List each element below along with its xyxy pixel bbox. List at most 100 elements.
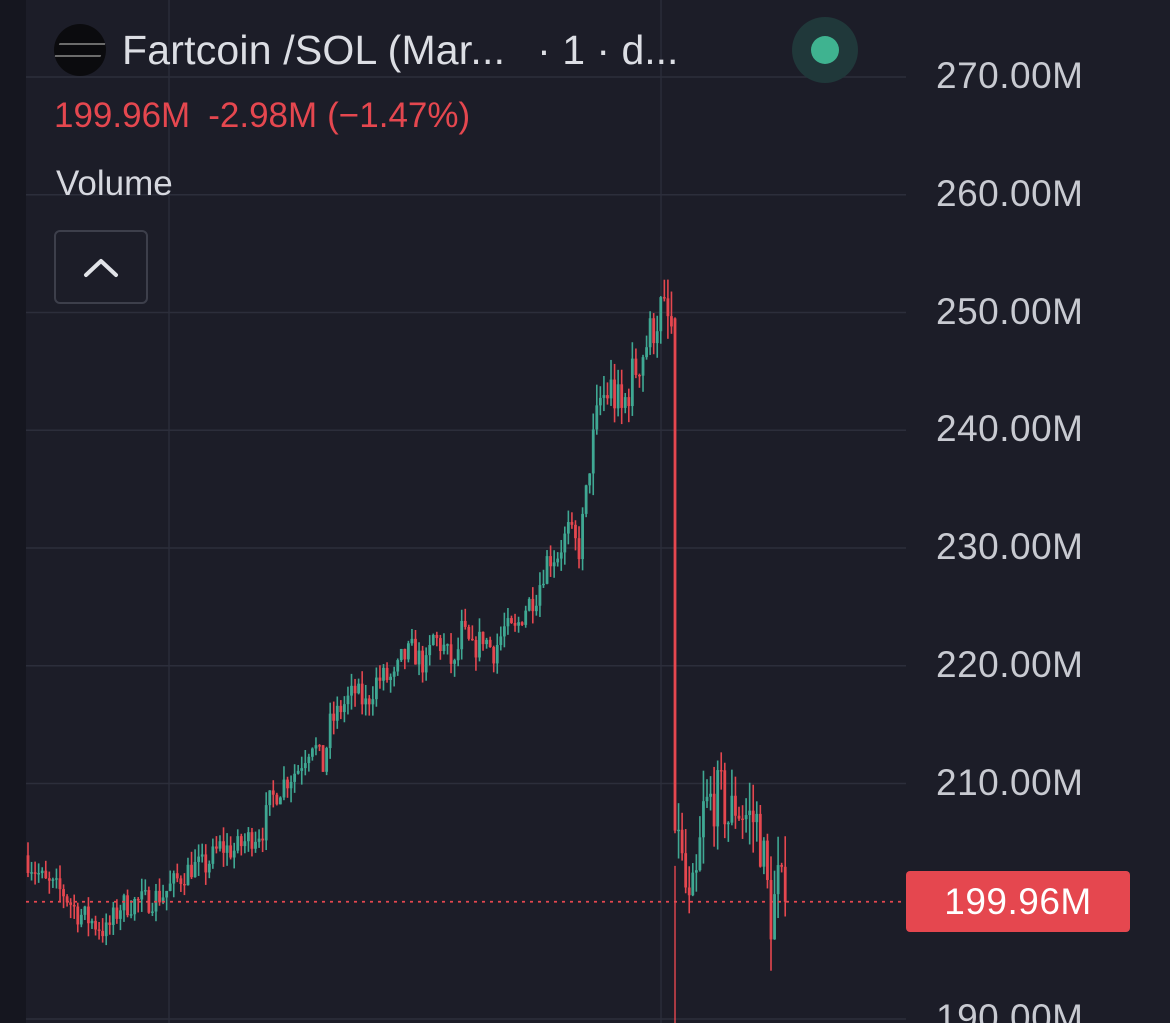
candle (410, 628, 414, 646)
candle (339, 700, 343, 720)
candle (44, 860, 48, 879)
candle-body (634, 358, 638, 375)
candle-body (769, 879, 773, 940)
candle (179, 875, 183, 892)
candle-body (222, 841, 225, 853)
candle-body (499, 636, 503, 645)
candle (268, 790, 272, 816)
candle (37, 863, 41, 883)
candle (588, 473, 592, 494)
pair-title[interactable]: Fartcoin /SOL (Mar... (122, 26, 506, 73)
candle (492, 645, 496, 673)
live-status-dot-icon[interactable] (792, 17, 858, 83)
candle-body (79, 914, 83, 925)
candle-body (442, 644, 446, 652)
candle (670, 291, 673, 334)
candle (702, 770, 705, 864)
candle (389, 673, 393, 693)
candle (350, 673, 353, 710)
candle-body (193, 861, 197, 878)
candle-body (261, 838, 265, 841)
candle-body (648, 318, 652, 348)
candle (94, 915, 97, 936)
candle (69, 898, 73, 919)
collapse-button[interactable] (54, 230, 148, 304)
candle (659, 296, 663, 344)
candle-body (566, 522, 570, 534)
candle (193, 849, 197, 878)
candle (97, 922, 101, 940)
candle (197, 844, 201, 876)
candle (442, 633, 446, 655)
candle (396, 658, 400, 676)
candle-body (350, 685, 353, 696)
candle (556, 552, 560, 567)
candle (65, 894, 69, 907)
candle (229, 836, 233, 860)
y-tick-label: 230.00M (936, 526, 1084, 567)
candle (243, 833, 247, 854)
candle-body (44, 870, 48, 879)
candle (726, 821, 730, 842)
candle (566, 510, 570, 545)
interval-label[interactable]: · 1 · d... (537, 26, 679, 73)
candle (165, 890, 169, 911)
candle (766, 833, 769, 889)
candle-body (40, 870, 44, 874)
candle-body (495, 644, 499, 664)
candle-body (737, 815, 741, 819)
candle-body (673, 318, 677, 831)
candle-body (90, 920, 94, 924)
candle (776, 836, 780, 919)
candle-body (371, 699, 375, 705)
candle-body (645, 347, 648, 358)
candle-body (602, 395, 606, 398)
candle-body (247, 832, 250, 842)
candle (399, 648, 403, 662)
candle (335, 696, 339, 729)
candle (446, 643, 449, 655)
candle (30, 861, 33, 881)
candle (662, 279, 666, 302)
candle-body (694, 870, 698, 873)
candle (499, 626, 503, 651)
candle-body (470, 638, 474, 641)
fartcoin-logo-icon (54, 24, 106, 76)
candle-body (204, 854, 208, 873)
candle-body (101, 930, 105, 937)
candle (286, 776, 289, 798)
candle (620, 369, 624, 425)
candle-body (531, 598, 535, 612)
candle-body (165, 890, 169, 898)
candle-body (108, 922, 112, 925)
candle (136, 897, 140, 913)
candle-body (453, 660, 456, 664)
candle (734, 776, 737, 829)
candle-body (332, 713, 336, 721)
candle-body (598, 397, 602, 406)
candle (609, 359, 613, 406)
candle-body (218, 841, 222, 849)
candle (275, 792, 279, 806)
candle (453, 658, 456, 677)
candle (627, 388, 631, 423)
chart-header[interactable]: Fartcoin /SOL (Mar... · 1 · d... (54, 24, 679, 76)
candle-body (175, 873, 179, 879)
candle-body (33, 872, 37, 874)
candle (449, 633, 453, 674)
volume-label[interactable]: Volume (56, 164, 173, 203)
candle-body (225, 845, 229, 853)
candle-body (346, 695, 350, 705)
candle (630, 342, 634, 416)
candle (527, 597, 531, 612)
candle (55, 868, 58, 889)
candle-body (250, 832, 254, 849)
left-edge (0, 0, 26, 1023)
candle (602, 376, 606, 412)
candle-body (367, 698, 371, 705)
candle-body (58, 878, 62, 890)
candle (648, 311, 652, 355)
candle-body (335, 705, 339, 721)
candle-body (723, 770, 727, 825)
